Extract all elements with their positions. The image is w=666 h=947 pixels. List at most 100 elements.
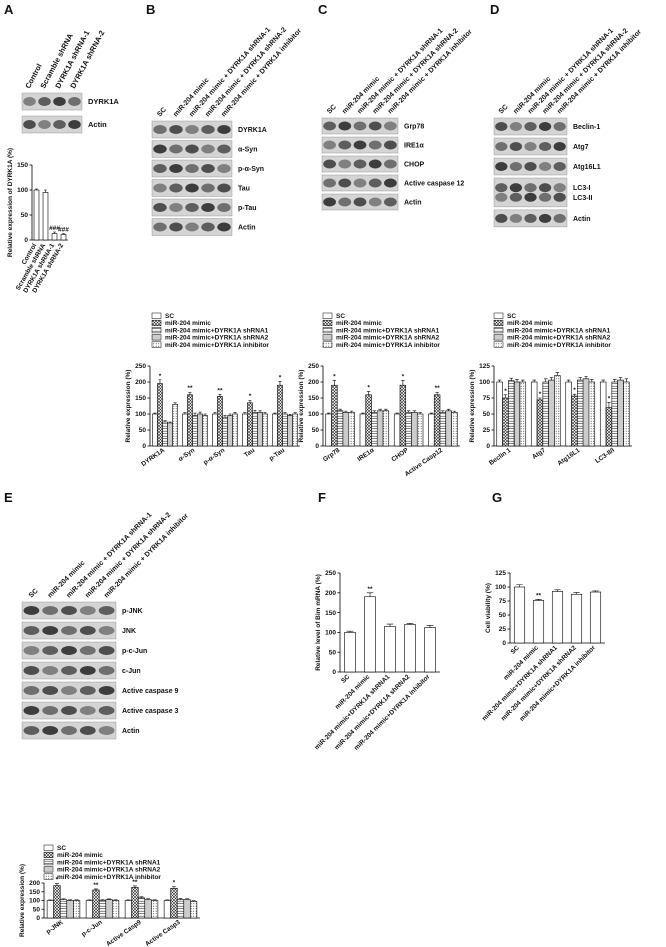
blot-band [79,646,96,655]
bar [532,600,545,644]
blot-band [169,164,183,173]
legend-label: miR-204 mimic+DYRK1A inhibitor [336,342,440,349]
bar [519,381,527,447]
legend-label: SC [336,313,345,320]
blot-band [79,666,96,675]
y-axis-label: Relative expression of DYRK1A (%) [7,148,14,257]
bar [152,413,158,447]
bar [46,900,54,919]
blot-band [338,159,352,169]
error-bar [429,412,434,414]
band-label: Grp78 [404,124,424,131]
blot-band [495,192,508,202]
error-bar [532,379,536,382]
y-axis-label: Relative expression (%) [125,370,132,443]
blot-band [323,178,336,188]
significance-label: * [173,880,176,887]
blot-band [368,159,382,169]
bar [359,413,367,447]
y-tick-label: 100 [29,898,40,905]
error-bar [386,623,394,627]
error-bar [521,379,525,382]
bar [112,900,120,919]
legend-swatch [322,327,333,334]
y-tick-label: 200 [135,379,146,386]
blot-band [217,144,231,154]
band-label: Tau [238,186,250,193]
error-bar [366,592,374,597]
error-bar [572,393,577,397]
band-label: Active caspase 9 [122,688,179,695]
blot-band [509,142,523,151]
band-label: p-Tau [238,205,257,212]
lane-label: miR-204 mimic + DYRK1A shRNA-2 [542,27,630,115]
bar [439,412,447,447]
y-tick-label: 150 [135,395,146,402]
legend-swatch [43,873,54,880]
bar [167,422,173,447]
legend-swatch [322,341,333,348]
error-bar [218,394,222,397]
blot-band [368,178,382,188]
bar [588,381,596,447]
blot-band [353,159,367,169]
blot-band [53,97,66,106]
bar [325,413,332,447]
blot-band [384,140,397,150]
bar [424,627,436,673]
blot-band [538,192,552,202]
error-bar [624,378,629,382]
blot-band [524,213,537,223]
y-tick-label: 100 [308,411,319,418]
blot-band [23,706,40,715]
bar [376,410,384,447]
x-tick-label: p-c-Jun [80,919,103,938]
x-tick-label: Active Casp3 [144,919,182,947]
blot-band [185,203,199,212]
bar [565,381,572,447]
blot-band [98,726,115,735]
bar [428,413,435,447]
blot-band [217,183,231,193]
bar [187,394,193,447]
band-label: Beclin-1 [573,124,600,131]
significance-label: * [573,387,576,394]
legend-swatch [322,312,333,319]
error-bar [418,412,422,414]
y-tick-label: 125 [479,363,490,370]
error-bar [406,622,414,625]
legend-swatch [493,312,504,319]
significance-label: * [367,385,370,392]
significance-label: * [249,393,252,400]
y-tick-label: 150 [29,889,40,896]
bar [202,415,208,447]
bar [170,887,178,919]
error-bar [395,412,399,414]
y-tick-label: 100 [135,411,146,418]
y-tick-label: 50 [499,612,507,619]
legend-label: SC [507,313,516,320]
legend-label: miR-204 mimic+DYRK1A shRNA1 [507,327,611,334]
significance-label: ** [536,592,542,599]
error-bar [158,379,162,384]
legend-swatch [493,319,504,326]
band-label: p-α-Syn [238,166,264,173]
band-label: Atg7 [573,144,589,151]
band-label: p-JNK [122,608,143,615]
blot-band [553,192,566,202]
bar [364,596,376,673]
blot-band [524,122,537,131]
lane-label: miR-204 mimic + DYRK1A shRNA-2 [84,511,172,599]
x-tick-label: miR-204 mimic [334,673,372,711]
band-label: α-Syn [238,147,257,154]
blot-band [538,213,552,223]
legend-swatch [43,859,54,866]
blot-band [153,125,167,134]
error-bar [349,410,354,413]
error-bar [113,899,118,901]
bar [416,413,424,447]
error-bar [273,412,277,414]
bar [222,416,228,447]
band-label: DYRK1A [88,97,119,106]
error-bar [344,410,348,413]
